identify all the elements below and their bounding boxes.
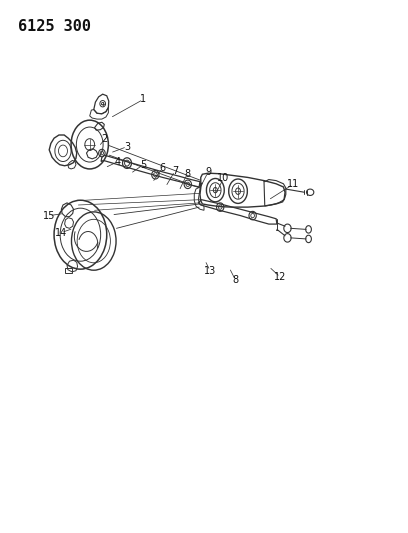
Text: 11: 11 (287, 179, 299, 189)
Text: 10: 10 (217, 173, 230, 183)
Text: 1: 1 (140, 94, 146, 104)
Text: 12: 12 (274, 272, 286, 282)
Text: 5: 5 (140, 160, 146, 169)
Text: 6: 6 (160, 163, 166, 173)
Text: 7: 7 (172, 166, 178, 176)
Text: 8: 8 (233, 275, 239, 285)
Text: 4: 4 (115, 157, 121, 166)
Text: 2: 2 (102, 134, 108, 144)
Text: 3: 3 (124, 142, 130, 152)
Text: 13: 13 (204, 266, 216, 276)
Text: 6125 300: 6125 300 (18, 19, 91, 35)
Text: 8: 8 (184, 169, 190, 179)
Text: 14: 14 (55, 228, 67, 238)
Text: 15: 15 (43, 211, 55, 221)
Text: 9: 9 (205, 167, 211, 177)
